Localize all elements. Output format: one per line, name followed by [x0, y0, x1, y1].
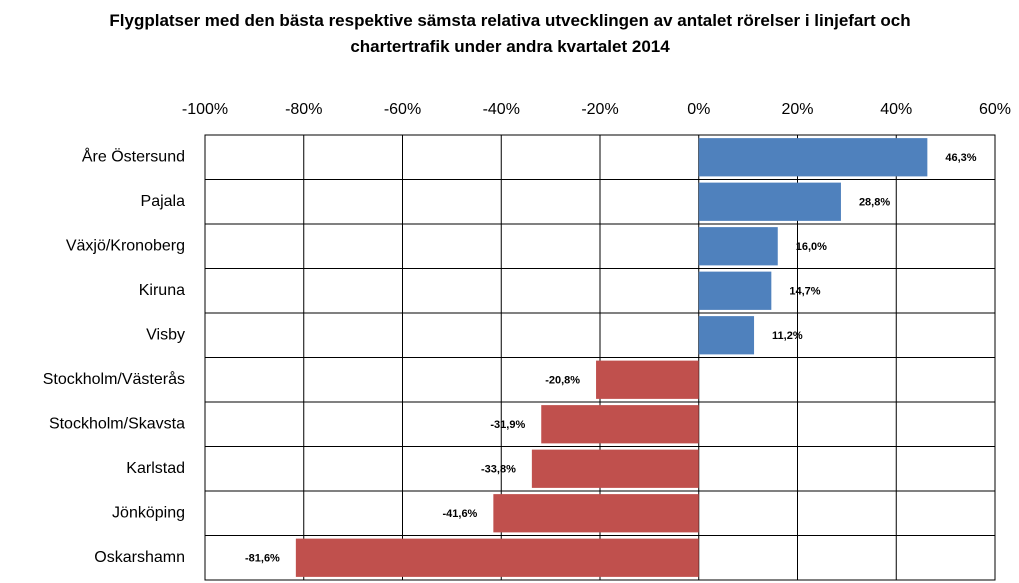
x-tick-label: 20% — [781, 101, 813, 118]
y-tick-label: Oskarshamn — [94, 549, 185, 566]
bar — [698, 182, 841, 221]
y-tick-label: Stockholm/Skavsta — [49, 415, 185, 432]
y-tick-label: Jönköping — [112, 504, 185, 521]
bar — [493, 494, 699, 533]
value-label: -20,8% — [545, 375, 580, 387]
bar — [531, 449, 699, 488]
x-tick-label: 0% — [687, 101, 710, 118]
x-tick-label: 60% — [979, 101, 1011, 118]
y-tick-label: Stockholm/Västerås — [43, 370, 185, 388]
bar — [295, 538, 699, 577]
x-tick-label: -20% — [581, 101, 618, 118]
y-tick-label: Visby — [146, 326, 185, 343]
y-tick-label: Åre Östersund — [82, 146, 185, 165]
bar — [698, 227, 778, 266]
bar — [698, 271, 772, 310]
bar — [698, 316, 755, 355]
value-label: 16,0% — [796, 241, 827, 253]
x-tick-label: 40% — [880, 101, 912, 118]
bar — [698, 138, 928, 177]
bar — [596, 360, 699, 399]
x-tick-label: -40% — [483, 101, 520, 118]
value-label: 11,2% — [772, 330, 803, 342]
bar — [541, 405, 699, 444]
y-tick-label: Karlstad — [126, 460, 185, 477]
y-tick-label: Växjö/Kronoberg — [66, 237, 185, 254]
value-label: -81,6% — [245, 553, 280, 565]
x-tick-label: -100% — [182, 101, 228, 118]
value-label: 46,3% — [945, 152, 976, 164]
value-label: -41,6% — [442, 508, 477, 520]
x-tick-label: -80% — [285, 101, 322, 118]
value-label: -33,8% — [481, 464, 516, 476]
chart-title: Flygplatser med den bästa respektive säm… — [109, 11, 911, 56]
x-tick-label: -60% — [384, 101, 421, 118]
y-tick-label: Kiruna — [139, 282, 185, 299]
value-label: 28,8% — [859, 197, 890, 209]
y-tick-label: Pajala — [141, 193, 186, 210]
value-label: 14,7% — [789, 286, 820, 298]
value-label: -31,9% — [490, 419, 525, 431]
